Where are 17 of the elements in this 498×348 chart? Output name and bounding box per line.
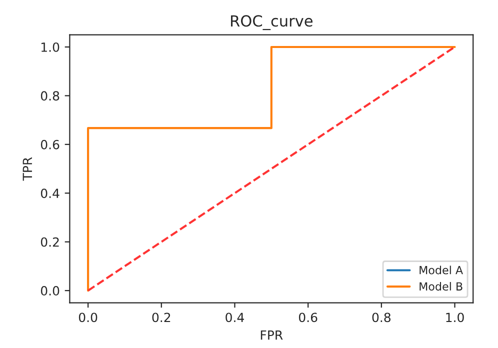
- chart-title: ROC_curve: [231, 15, 312, 30]
- x-tick-label: 0.4: [226, 312, 244, 322]
- y-axis-title: TPR: [22, 157, 32, 181]
- x-tick-label: 0.6: [298, 312, 318, 322]
- x-tick-label: 0.0: [78, 312, 98, 322]
- y-tick-label: 1.0: [41, 42, 60, 52]
- y-tick-label: 0.0: [40, 286, 60, 296]
- x-axis-title: FPR: [260, 330, 283, 340]
- x-tick-label: 0.8: [372, 312, 391, 322]
- y-tick-label: 0.4: [40, 188, 60, 198]
- x-tick-label: 1.0: [446, 312, 464, 322]
- y-tick-label: 0.8: [40, 91, 60, 101]
- x-tick-label: 0.2: [152, 312, 170, 322]
- legend-label: Model B: [420, 282, 462, 291]
- y-tick-label: 0.2: [40, 237, 59, 247]
- legend-label: Model A: [420, 266, 463, 274]
- y-tick-label: 0.6: [40, 140, 60, 150]
